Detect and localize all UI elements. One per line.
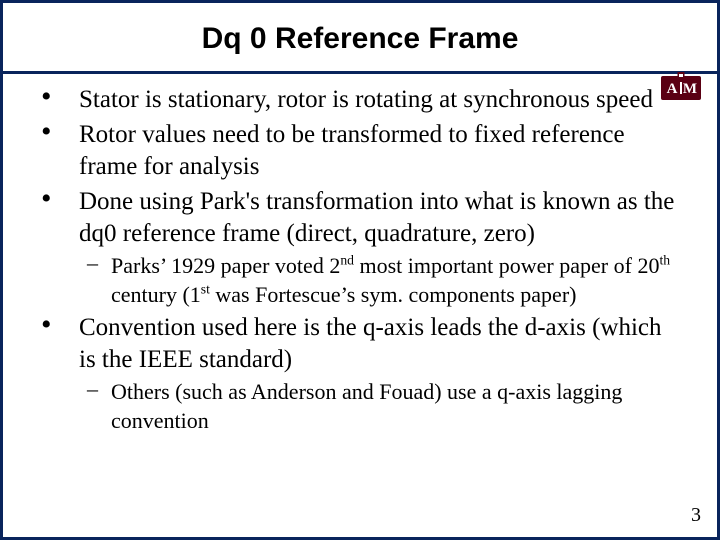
sub-bullet-list: Parks’ 1929 paper voted 2nd most importa… [79,252,683,309]
page-number: 3 [691,504,701,527]
bullet-item: Rotor values need to be transformed to f… [41,119,683,183]
bullet-item: Convention used here is the q-axis leads… [41,312,683,435]
title-underline [3,71,717,74]
bullet-item: Done using Park's transformation into wh… [41,186,683,309]
slide-body: Stator is stationary, rotor is rotating … [31,84,689,435]
svg-text:M: M [683,81,697,97]
sub-bullet-text: Parks’ 1929 paper voted 2nd most importa… [111,252,683,309]
bullet-text: Rotor values need to be transformed to f… [79,119,683,183]
bullet-list: Stator is stationary, rotor is rotating … [41,84,683,435]
slide-title: Dq 0 Reference Frame [31,21,689,57]
bullet-text: Stator is stationary, rotor is rotating … [79,84,683,116]
slide: Dq 0 Reference Frame A M Stator is stati… [0,0,720,540]
sub-bullet-item: Parks’ 1929 paper voted 2nd most importa… [79,252,683,309]
bullet-item: Stator is stationary, rotor is rotating … [41,84,683,116]
sub-bullet-text: Others (such as Anderson and Fouad) use … [111,378,683,435]
sub-bullet-item: Others (such as Anderson and Fouad) use … [79,378,683,435]
bullet-text: Convention used here is the q-axis leads… [79,312,683,376]
sub-bullet-list: Others (such as Anderson and Fouad) use … [79,378,683,435]
bullet-text: Done using Park's transformation into wh… [79,186,683,250]
